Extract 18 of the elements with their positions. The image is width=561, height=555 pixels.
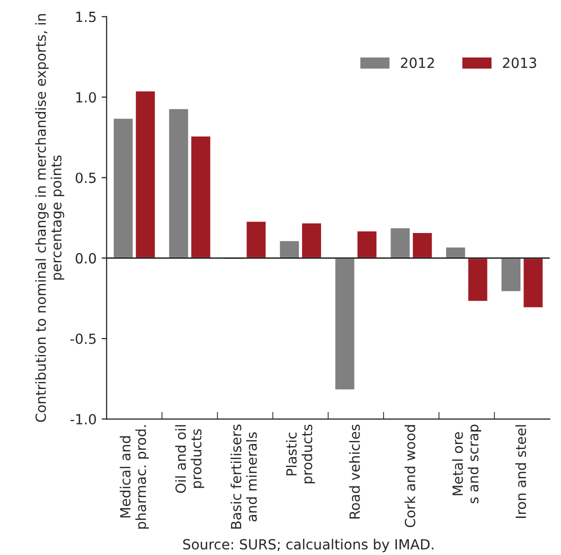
x-tick-label: Plastic products xyxy=(286,424,315,484)
x-tick-label: Basic fertilisers and minerals xyxy=(230,424,257,529)
source-note: Source: SURS; calcualtions by IMAD. xyxy=(183,538,434,552)
y-tick-label: 0.0 xyxy=(76,253,96,264)
x-tick-label: Cork and wood xyxy=(404,425,416,528)
legend-label: 2013 xyxy=(502,58,536,68)
y-axis-title: Contribution to nominal change in merchandise exports, in percentage points xyxy=(35,14,64,422)
y-tick-label: -0.5 xyxy=(70,334,96,344)
x-tick-label: Iron and steel xyxy=(515,425,526,518)
x-tick-label: Oil and oil products xyxy=(175,425,204,493)
x-tick-label: Metal ore s and scrap xyxy=(452,424,482,504)
y-tick-label: 0.5 xyxy=(76,172,96,184)
y-tick-label: 1.0 xyxy=(76,92,96,103)
y-tick-label: 1.5 xyxy=(76,12,96,22)
x-tick-label: Medical and pharmac. prod. xyxy=(120,425,149,529)
x-tick-label: Road vehicles xyxy=(349,424,360,518)
legend-label: 2012 xyxy=(400,58,434,68)
y-tick-label: -1.0 xyxy=(70,414,96,424)
